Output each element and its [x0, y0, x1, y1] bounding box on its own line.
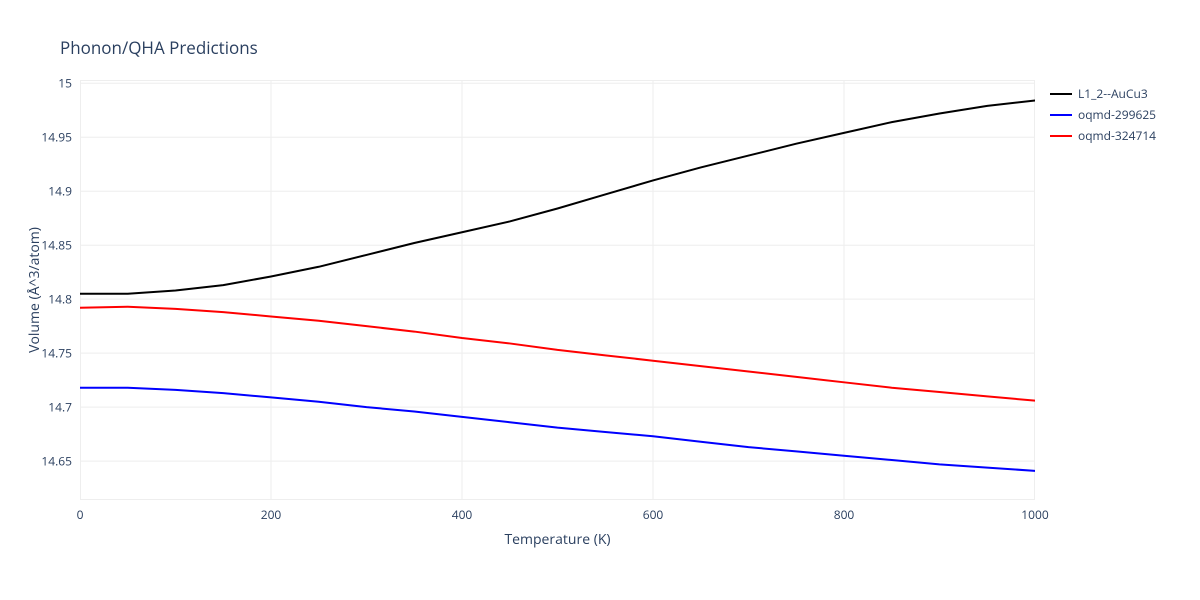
legend-swatch: [1050, 93, 1072, 95]
x-tick-label: 0: [77, 506, 84, 523]
legend-item[interactable]: L1_2--AuCu3: [1050, 85, 1156, 102]
x-tick-label: 800: [834, 506, 855, 523]
y-tick-label: 14.95: [41, 129, 72, 146]
y-axis-label: Volume (Å^3/atom): [25, 80, 44, 500]
legend-item[interactable]: oqmd-324714: [1050, 127, 1156, 144]
series-line[interactable]: [80, 307, 1035, 401]
series-line[interactable]: [80, 101, 1035, 294]
legend-label: oqmd-299625: [1078, 106, 1156, 123]
legend: L1_2--AuCu3 oqmd-299625 oqmd-324714: [1050, 85, 1156, 148]
plot-area: [80, 80, 1035, 500]
x-tick-label: 1000: [1021, 506, 1048, 523]
chart-title: Phonon/QHA Predictions: [60, 36, 258, 59]
series-line[interactable]: [80, 388, 1035, 471]
y-tick-label: 14.75: [41, 345, 72, 362]
legend-item[interactable]: oqmd-299625: [1050, 106, 1156, 123]
chart-canvas: [80, 80, 1035, 500]
legend-label: oqmd-324714: [1078, 127, 1156, 144]
x-axis-label: Temperature (K): [504, 530, 610, 549]
y-tick-label: 14.7: [48, 399, 72, 416]
y-tick-label: 14.65: [41, 453, 72, 470]
x-tick-label: 600: [643, 506, 664, 523]
x-tick-label: 200: [261, 506, 282, 523]
legend-swatch: [1050, 135, 1072, 137]
y-tick-label: 14.85: [41, 237, 72, 254]
x-tick-label: 400: [452, 506, 473, 523]
legend-swatch: [1050, 114, 1072, 116]
y-tick-label: 14.8: [48, 291, 72, 308]
y-tick-label: 14.9: [48, 183, 72, 200]
legend-label: L1_2--AuCu3: [1078, 85, 1148, 102]
y-tick-label: 15: [58, 75, 72, 92]
